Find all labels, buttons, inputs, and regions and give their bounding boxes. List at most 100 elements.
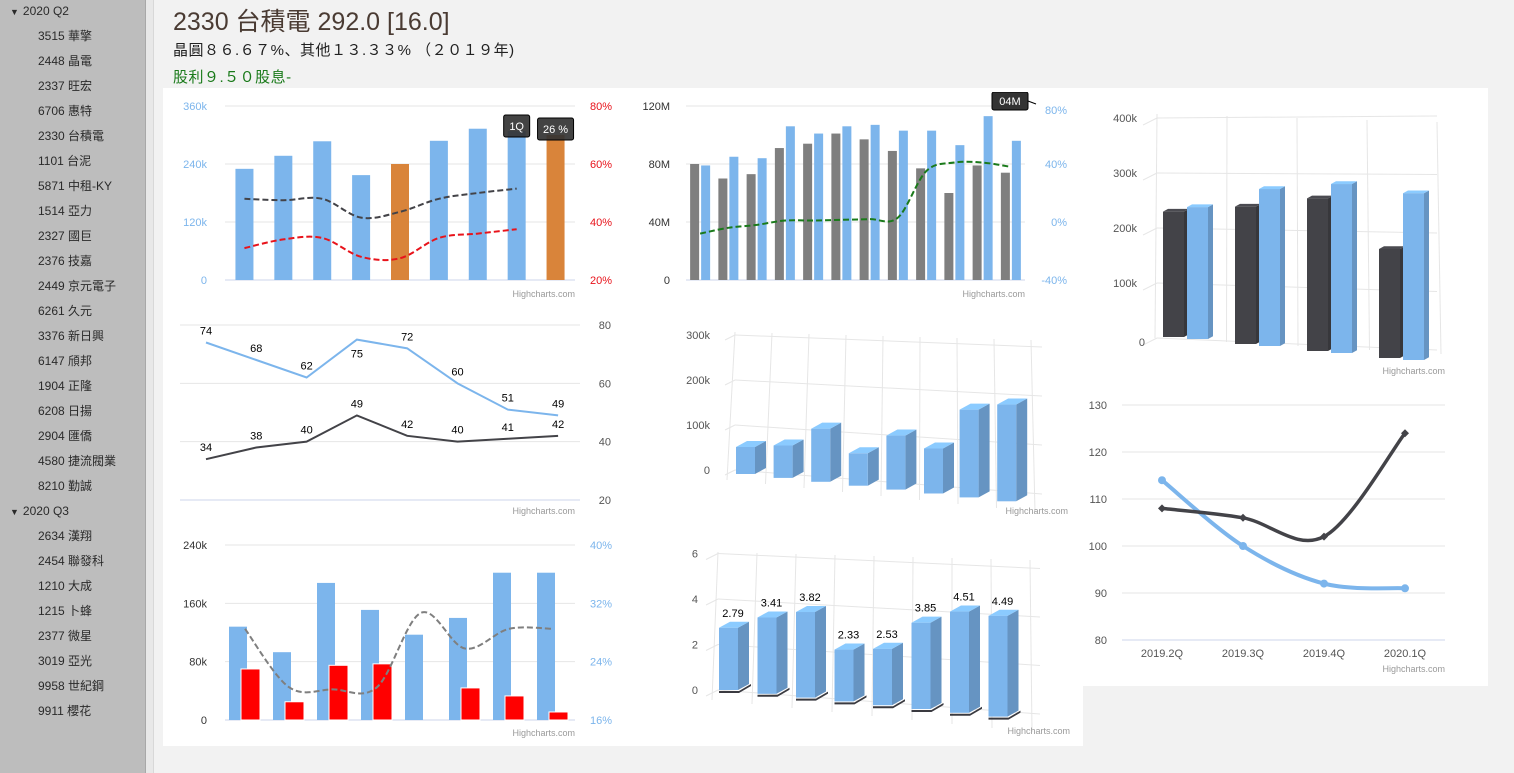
data-label: 4.51 [953,592,974,604]
data-label: 60 [451,366,463,378]
y-axis-label: 40 [599,437,611,449]
disclosure-triangle-icon[interactable]: ▼ [10,7,19,17]
gridline [711,551,719,701]
sidebar-item[interactable]: 1215 卜蜂 [38,604,93,618]
gridline [1156,115,1438,119]
tooltip-box [991,92,1029,111]
revenue-bar [468,128,487,280]
sidebar-group-1[interactable]: ▼ 2020 Q3 [10,502,69,520]
sidebar-divider[interactable] [146,0,154,773]
sidebar-item[interactable]: 2376 技嘉 [38,254,93,268]
y-axis-label: 100k [686,420,710,432]
point-marker [1320,579,1328,588]
gridline [1226,115,1228,343]
sidebar-item[interactable]: 2904 匯僑 [38,429,93,443]
highcharts-credit: Highcharts.com [962,289,1025,299]
current-year-bar [983,116,993,281]
sidebar-item[interactable]: 8210 勤誠 [38,479,93,493]
data-label: 41 [502,422,514,434]
sidebar-item[interactable]: 6261 久元 [38,304,93,318]
point-marker [1239,542,1247,550]
y-axis-right-label: 60% [590,159,612,171]
y-axis-label: 4 [692,594,698,606]
sidebar-item[interactable]: 6147 頎邦 [38,354,93,368]
value-bar [773,445,793,478]
gridline [1029,559,1033,733]
sidebar-item[interactable]: 6706 惠特 [38,104,93,118]
gridline [871,555,875,717]
value-bar-top [736,440,766,447]
sidebar-item[interactable]: 3019 亞光 [38,654,93,668]
page-title: 2330 台積電 292.0 [16.0] [173,8,450,36]
eps-bar [911,622,931,709]
sidebar-item[interactable]: 1210 大成 [38,579,93,593]
sidebar-item[interactable]: 6208 日揚 [38,404,93,418]
disclosure-triangle-icon[interactable]: ▼ [10,507,19,517]
y-axis-left-label: 240k [183,540,207,552]
sidebar-item[interactable]: 1904 正隆 [38,379,93,393]
sidebar-item[interactable]: 1101 台泥 [38,154,92,168]
y-axis-label: 300k [686,330,710,342]
blue-bar [1403,193,1424,360]
sidebar-item[interactable]: 2449 京元電子 [38,279,117,293]
sidebar-item[interactable]: 2454 聯發科 [38,554,105,568]
y-axis-right-label: 40% [590,540,612,552]
point-marker [1158,476,1166,485]
sidebar-item[interactable]: 1514 亞力 [38,204,93,218]
sidebar-item[interactable]: 2330 台積電 [38,129,105,143]
sidebar-item[interactable]: 3376 新日興 [38,329,105,343]
current-year-bar [927,130,937,280]
gridline [751,552,758,705]
y-axis-left-label: 80k [189,657,207,669]
gridline [705,644,719,651]
gridline [717,598,1041,618]
sidebar-group-0[interactable]: ▼ 2020 Q2 [10,2,69,20]
highcharts-credit: Highcharts.com [512,506,575,516]
eps-bar-side [969,605,980,713]
prior-year-bar [831,133,841,280]
y-axis-label: 2 [692,640,698,652]
sidebar-item[interactable]: 9911 櫻花 [38,704,92,718]
gridline [1142,117,1158,126]
sidebar-item[interactable]: 4580 捷流閥業 [38,454,117,468]
sidebar-item[interactable]: 2337 旺宏 [38,79,93,93]
eps-bar [873,648,892,706]
eps-bar-side [776,611,788,694]
y-axis-left-label: 0 [201,715,207,727]
y-axis-left-label: 160k [183,598,207,610]
value-bar [997,404,1017,502]
sidebar-item[interactable]: 9958 世紀鋼 [38,679,105,693]
blue-bar-top [1403,190,1429,194]
highcharts-credit: Highcharts.com [1007,726,1070,736]
yoy-line [699,160,1012,235]
y-axis-label: 100k [1113,278,1137,290]
gridline [956,337,959,505]
prior-year-bar [887,150,897,280]
sidebar-item[interactable]: 2634 漢翔 [38,529,93,543]
eps-bar-side [815,605,826,698]
sidebar-item[interactable]: 5871 中租-KY [38,179,113,193]
gridline [717,553,1041,569]
highcharts-credit: Highcharts.com [512,728,575,738]
current-year-bar [814,133,824,280]
sidebar-item[interactable]: 2448 晶電 [38,54,93,68]
dividend-info: 股利９.５０股息- [173,69,292,86]
x-axis-label: 2019.3Q [1222,648,1265,660]
gridline [919,336,921,501]
red-bar [504,695,525,721]
y-axis-right-label: 20% [590,275,612,287]
blue-bar-top [1259,186,1285,190]
data-label: 3.85 [915,603,936,615]
gridline [1030,339,1036,513]
gridline [1296,117,1299,347]
blue-bar [493,572,511,720]
sidebar-item[interactable]: 2327 國巨 [38,229,93,243]
y-axis-right-label: 24% [590,657,612,669]
sidebar-item[interactable]: 2377 微星 [38,629,93,643]
sidebar-item[interactable]: 3515 華擎 [38,29,93,43]
eps-bar-top [911,616,942,623]
value-bar-side [755,440,766,474]
y-axis-right-label: 40% [590,217,612,229]
gridline [791,553,797,709]
dark-line [1161,432,1407,543]
